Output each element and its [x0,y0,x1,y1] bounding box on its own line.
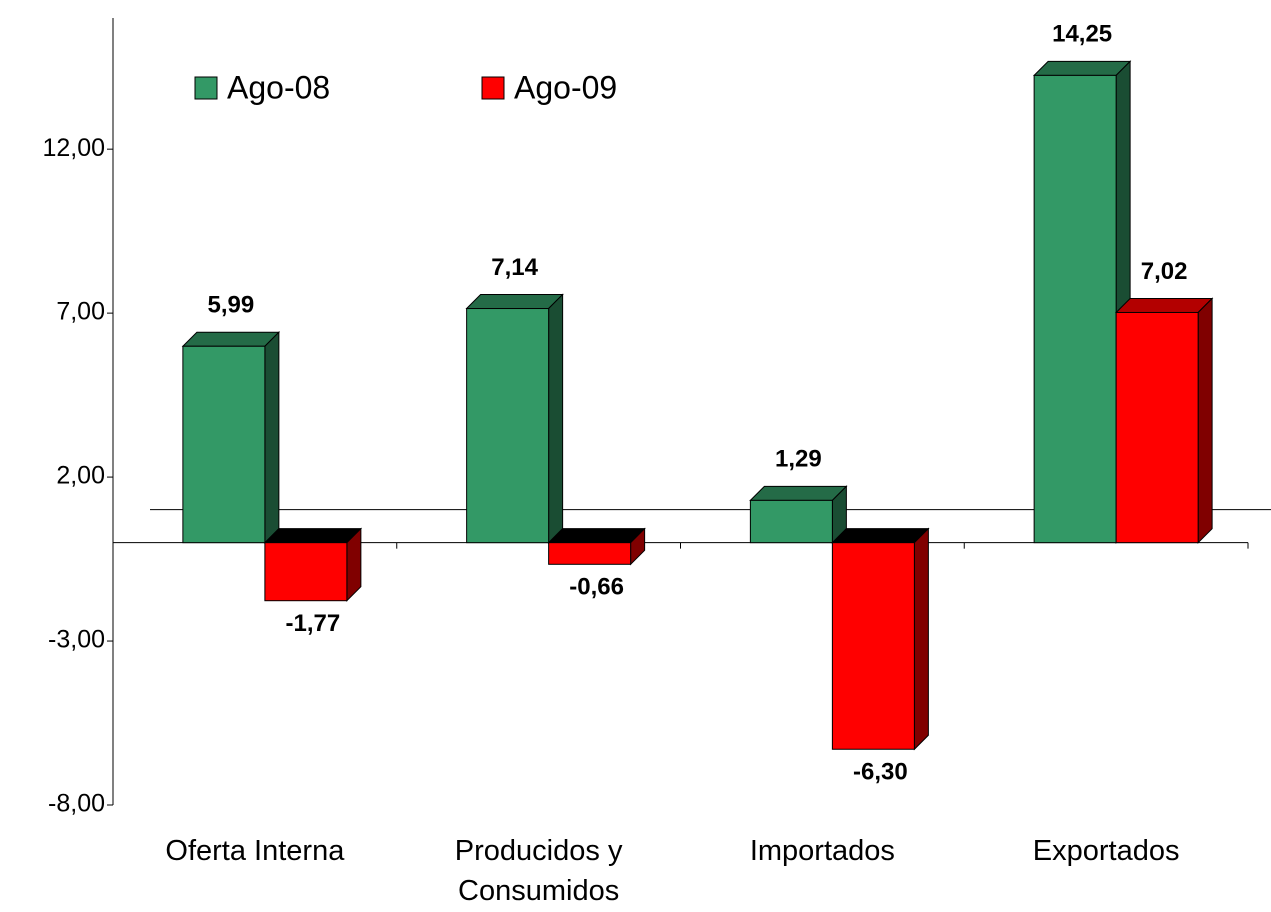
data-label: 7,14 [491,254,538,281]
bar-front [265,543,347,601]
data-label: 14,25 [1052,21,1112,48]
bar-front [1034,75,1116,542]
bar-side [1198,298,1212,542]
bar [750,486,846,542]
chart: -8,00 -3,00 2,00 7,00 12,00 5,99 7,14 1,29 14,25… [0,0,1271,912]
bar-top [467,295,563,309]
bar-top [265,529,361,543]
bar-front [549,543,631,565]
legend-label: Ago-09 [514,69,617,105]
bar-side [265,332,279,542]
y-tick-label: -3,00 [48,626,105,654]
data-label: -0,66 [569,574,624,601]
y-tick-label: 2,00 [56,462,105,490]
legend-label: Ago-08 [227,69,330,105]
y-tick-label: 7,00 [56,298,105,326]
bar-top [1116,298,1212,312]
x-tick-label: Importados [692,831,952,871]
legend-swatch [482,77,504,99]
data-label: -6,30 [853,759,908,786]
bar-top [549,529,645,543]
data-label: 5,99 [208,292,255,319]
bar [1116,298,1212,542]
x-tick-label: Exportados [976,831,1236,871]
bar [832,529,928,750]
bar [467,295,563,543]
chart-root: -8,00 -3,00 2,00 7,00 12,00 5,99 7,14 1,29 14,25… [0,0,1271,912]
data-label: 7,02 [1141,258,1188,285]
bar-front [467,309,549,543]
bar-front [1116,312,1198,542]
bar-top [1034,61,1130,75]
x-tick-label: Producidos y Consumidos [409,831,669,911]
bar-front [750,500,832,542]
data-label: -1,77 [286,610,341,637]
legend-swatch [195,77,217,99]
bar [549,529,645,565]
x-tick-label: Oferta Interna [125,831,385,871]
bar-top [832,529,928,543]
bar-side [914,529,928,750]
bar-front [832,543,914,750]
bar-side [549,295,563,543]
y-tick-label: -8,00 [48,790,105,818]
bar [183,332,279,542]
y-tick-label: 12,00 [42,134,105,162]
bar-top [183,332,279,346]
bar-top [750,486,846,500]
bar-front [183,346,265,542]
bar [265,529,361,601]
data-label: 1,29 [775,446,822,473]
